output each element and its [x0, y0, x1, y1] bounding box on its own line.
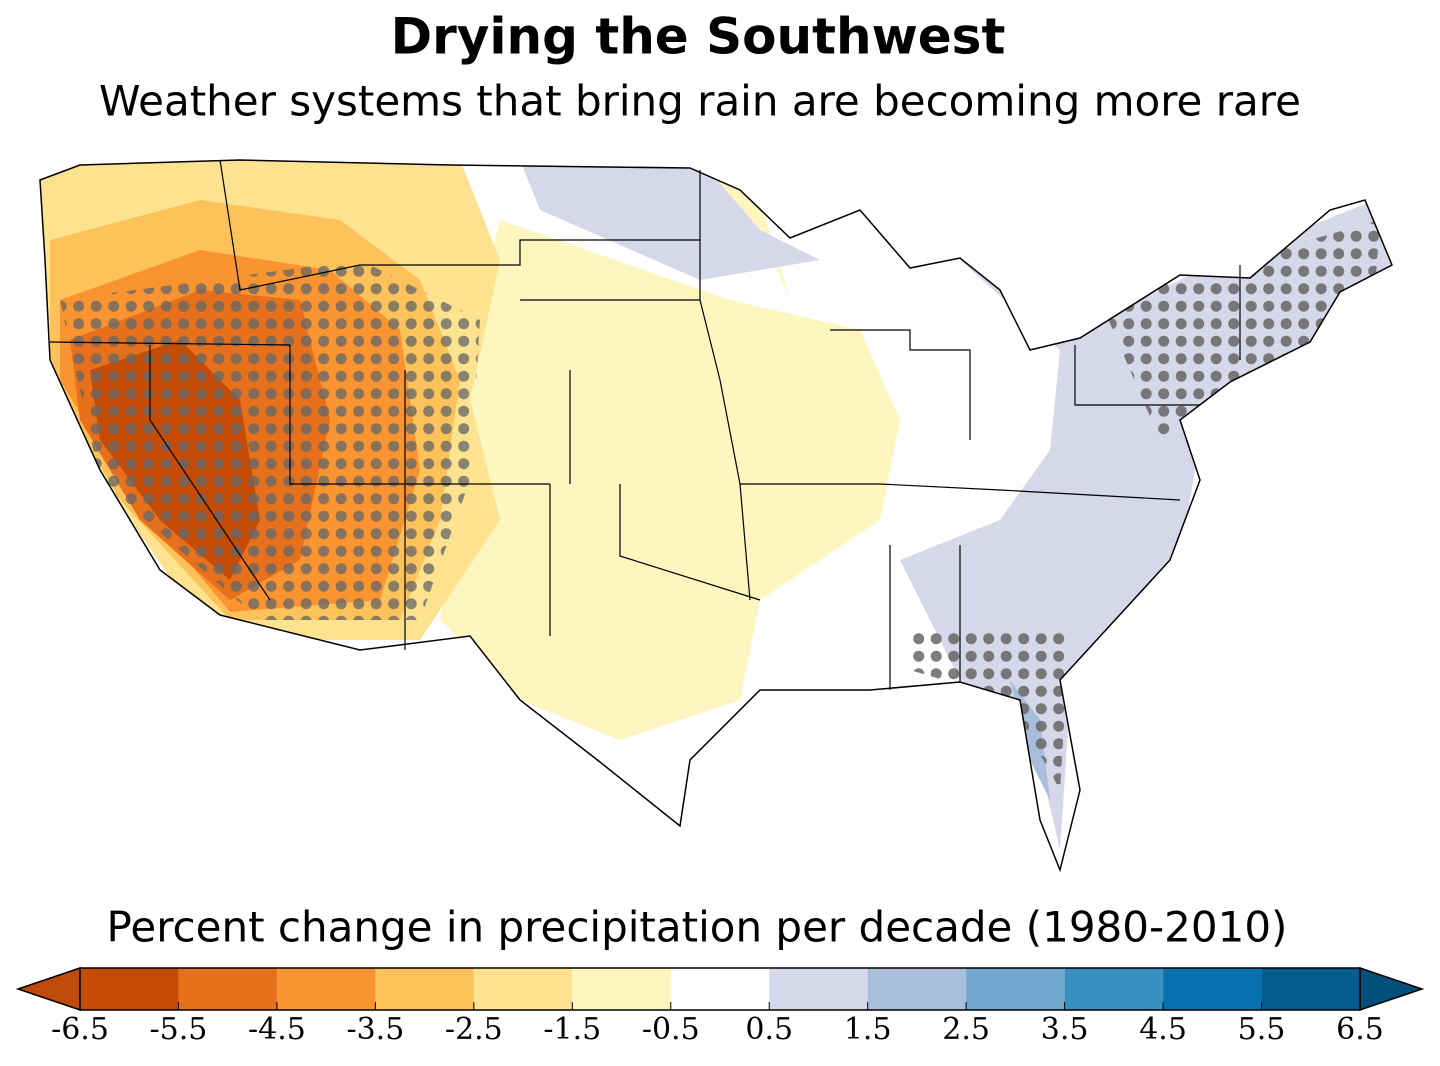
colorbar-segment — [1261, 968, 1360, 1010]
colorbar-segment — [670, 968, 770, 1010]
colorbar-tick-label: -3.5 — [346, 1012, 404, 1047]
colorbar-label: Percent change in precipitation per deca… — [107, 903, 1288, 952]
colorbar-tick-label: -1.5 — [543, 1012, 601, 1047]
colorbar-tick-label: 5.5 — [1238, 1012, 1286, 1047]
state-borders — [49, 159, 1241, 690]
colorbar-segment — [1163, 968, 1262, 1010]
colorbar-tick-label: 1.5 — [844, 1012, 892, 1047]
colorbar-tick-label: 6.5 — [1336, 1012, 1384, 1047]
subtitle: Weather systems that bring rain are beco… — [99, 77, 1301, 126]
us-outline — [39, 159, 1393, 873]
colorbar-tick-label: -5.5 — [150, 1012, 208, 1047]
colorbar-segment — [276, 968, 376, 1010]
colorbar-tick-label: 2.5 — [942, 1012, 990, 1047]
colorbar-segment — [1064, 968, 1164, 1010]
colorbar-tick-label: 3.5 — [1041, 1012, 1089, 1047]
colorbar-segment — [867, 968, 967, 1010]
colorbar-tick-label: 0.5 — [745, 1012, 793, 1047]
colorbar-segment — [966, 968, 1065, 1010]
colorbar-tick-label: -2.5 — [445, 1012, 503, 1047]
colorbar-segment — [375, 968, 474, 1010]
colorbar-under — [15, 966, 81, 1012]
colorbar-tick-label: -6.5 — [51, 1012, 109, 1047]
colorbar-tick-label: -4.5 — [248, 1012, 306, 1047]
title: Drying the Southwest — [391, 8, 1006, 66]
colorbar-segment — [769, 968, 868, 1010]
colorbar-over — [1359, 966, 1425, 1012]
colorbar-tick-label: 4.5 — [1139, 1012, 1187, 1047]
colorbar-segment — [178, 968, 277, 1010]
colorbar-segment — [80, 968, 179, 1010]
colorbar: Percent change in precipitation per deca… — [15, 903, 1425, 1047]
colorbar-frame — [79, 967, 1361, 1011]
colorbar-tick-label: -0.5 — [642, 1012, 700, 1047]
colorbar-segment — [572, 968, 671, 1010]
colorbar-segment — [473, 968, 573, 1010]
